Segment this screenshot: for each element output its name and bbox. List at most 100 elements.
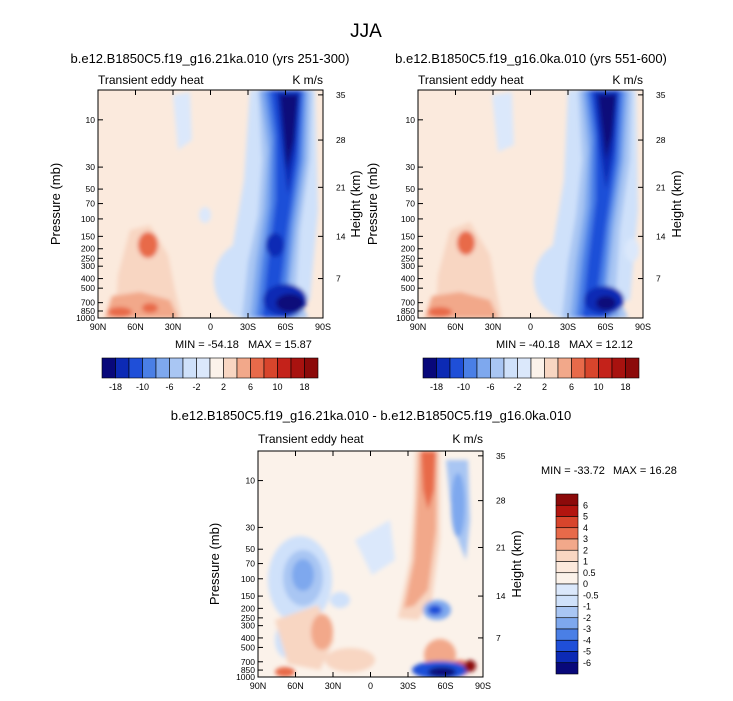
colorbar-box: [449, 357, 464, 379]
colorbar-label: 6: [248, 382, 253, 392]
panel-1-left-string: Transient eddy heat: [98, 73, 204, 87]
x-tick-label: 60S: [277, 322, 293, 332]
y-tick-label: 100: [81, 214, 95, 224]
y-tick-label: 400: [241, 633, 255, 643]
x-tick-label: 90N: [410, 322, 427, 332]
y-tick-label: 70: [246, 559, 256, 569]
x-tick-label: 0: [528, 322, 533, 332]
figure-title: JJA: [350, 21, 382, 42]
panel-3-ylabel: Pressure (mb): [207, 523, 222, 605]
y-tick-label: 300: [241, 621, 255, 631]
panel-2-min: MIN = -40.18: [496, 339, 560, 351]
colorbar-label: 5: [583, 512, 588, 522]
y-tick-label: 50: [86, 184, 96, 194]
colorbar-label: 0.5: [583, 568, 596, 578]
x-tick-label: 90S: [475, 681, 491, 691]
colorbar-box: [250, 357, 265, 379]
colorbar-box: [196, 357, 211, 379]
colorbar-box: [555, 572, 579, 585]
height-tick-label: 28: [656, 135, 666, 145]
y-tick-label: 70: [406, 199, 416, 209]
y-tick-label: 700: [241, 657, 255, 667]
colorbar-label: -6: [486, 382, 494, 392]
colorbar-label: 0: [583, 579, 588, 589]
x-tick-label: 30N: [485, 322, 502, 332]
colorbar-box: [236, 357, 251, 379]
colorbar-box: [555, 628, 579, 641]
colorbar-label: 4: [583, 523, 588, 533]
colorbar-box: [555, 549, 579, 562]
panel-1-max: MAX = 15.87: [248, 339, 312, 351]
colorbar-label: -0.5: [583, 590, 599, 600]
colorbar-label: 2: [583, 545, 588, 555]
x-tick-label: 90N: [250, 681, 267, 691]
panel-1-min: MIN = -54.18: [175, 339, 239, 351]
y-tick-label: 10: [406, 115, 416, 125]
panel-3-left-string: Transient eddy heat: [258, 432, 364, 446]
height-tick-label: 21: [656, 182, 666, 192]
y-tick-label: 10: [246, 476, 256, 486]
panel-2-y2label: Height (km): [669, 170, 684, 237]
colorbar-label: -6: [583, 658, 591, 668]
colorbar-box: [517, 357, 532, 379]
y-tick-label: 150: [81, 231, 95, 241]
colorbar-box: [555, 662, 579, 675]
x-tick-label: 60S: [597, 322, 613, 332]
y-tick-label: 500: [401, 283, 415, 293]
colorbar-label: 2: [542, 382, 547, 392]
colorbar-label: -10: [457, 382, 470, 392]
panel-2-field: [418, 90, 643, 318]
colorbar-label: -5: [583, 647, 591, 657]
panel-2-ylabel: Pressure (mb): [365, 163, 380, 245]
colorbar-label: 10: [272, 382, 282, 392]
y-tick-label: 500: [81, 283, 95, 293]
colorbar-box: [555, 504, 579, 517]
height-tick-label: 7: [656, 274, 661, 284]
y-tick-label: 30: [406, 162, 416, 172]
colorbar-box: [490, 357, 505, 379]
colorbar-box: [544, 357, 559, 379]
height-tick-label: 28: [496, 496, 506, 506]
x-tick-label: 30S: [240, 322, 256, 332]
y-tick-label: 30: [246, 522, 256, 532]
height-tick-label: 35: [496, 451, 506, 461]
y-tick-label: 250: [241, 613, 255, 623]
x-tick-label: 60S: [437, 681, 453, 691]
colorbar-box: [555, 516, 579, 529]
x-tick-label: 30N: [165, 322, 182, 332]
y-tick-label: 400: [81, 274, 95, 284]
y-tick-label: 1000: [236, 672, 255, 682]
panel-1-field: [98, 90, 323, 318]
colorbar-box: [555, 639, 579, 652]
height-tick-label: 14: [336, 231, 346, 241]
panel-2: b.e12.B1850C5.f19_g16.0ka.010 (yrs 551-6…: [365, 51, 684, 392]
panel-1-height-axis: 7 14 21 28 35: [318, 90, 346, 284]
colorbar-box: [571, 357, 586, 379]
colorbar-label: -4: [583, 635, 591, 645]
panel-3-min: MIN = -33.72: [541, 465, 605, 477]
colorbar-box: [555, 606, 579, 619]
colorbar-box: [290, 357, 305, 379]
colorbar-label: 1: [583, 557, 588, 567]
panel-2-units: K m/s: [612, 73, 643, 87]
colorbar-label: 2: [221, 382, 226, 392]
colorbar-label: 18: [299, 382, 309, 392]
height-tick-label: 28: [336, 135, 346, 145]
colorbar-box: [436, 357, 451, 379]
colorbar-label: -10: [136, 382, 149, 392]
height-tick-label: 14: [656, 231, 666, 241]
colorbar-label: -6: [165, 382, 173, 392]
colorbar-label: 6: [583, 500, 588, 510]
colorbar-box: [584, 357, 599, 379]
colorbar-box: [557, 357, 572, 379]
panel-2-colorbar: -18 -10 -6 -2 2 6 10 18: [422, 357, 640, 392]
colorbar-box: [476, 357, 491, 379]
y-tick-label: 30: [86, 162, 96, 172]
x-tick-label: 60N: [287, 681, 304, 691]
y-tick-label: 150: [241, 591, 255, 601]
